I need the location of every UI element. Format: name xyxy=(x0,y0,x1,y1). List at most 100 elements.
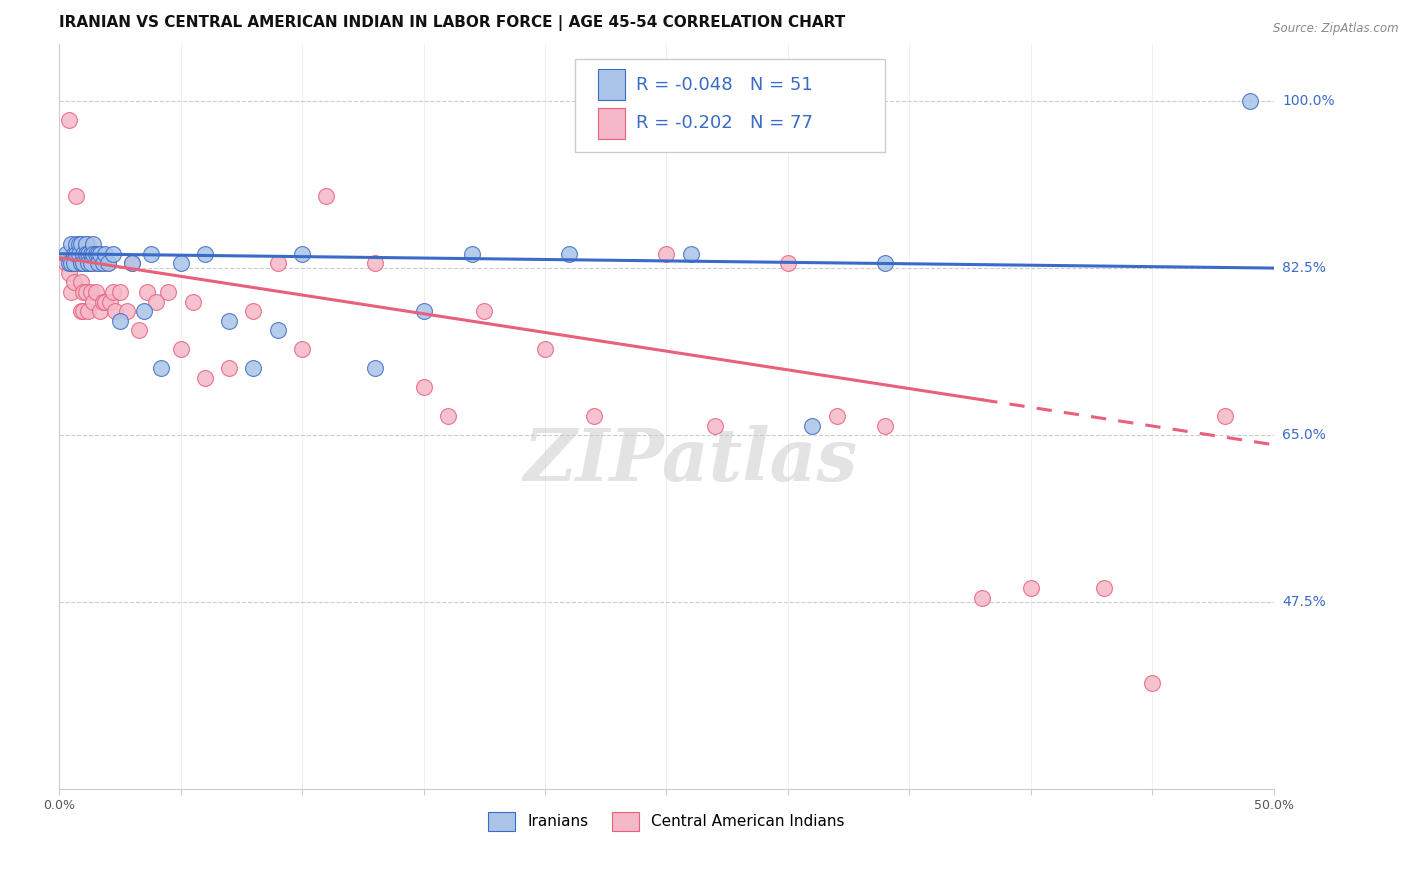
Point xyxy=(875,256,897,270)
Point xyxy=(461,246,484,260)
Point xyxy=(82,246,104,260)
Point xyxy=(194,246,217,260)
Point xyxy=(104,304,127,318)
Point xyxy=(108,285,131,299)
Point xyxy=(77,304,100,318)
Point xyxy=(364,361,387,376)
FancyBboxPatch shape xyxy=(599,69,626,100)
Point xyxy=(62,256,84,270)
Point xyxy=(58,266,80,280)
Point xyxy=(1213,409,1236,423)
Point xyxy=(1019,581,1042,595)
Point xyxy=(77,237,100,252)
Point xyxy=(218,361,240,376)
Point xyxy=(145,294,167,309)
Point xyxy=(1092,581,1115,595)
Point xyxy=(101,285,124,299)
Point xyxy=(60,256,83,270)
Point xyxy=(972,591,994,605)
Point xyxy=(72,246,94,260)
Point xyxy=(364,256,387,270)
Point xyxy=(70,237,93,252)
Text: IRANIAN VS CENTRAL AMERICAN INDIAN IN LABOR FORCE | AGE 45-54 CORRELATION CHART: IRANIAN VS CENTRAL AMERICAN INDIAN IN LA… xyxy=(59,15,845,31)
Point xyxy=(242,304,264,318)
Point xyxy=(72,285,94,299)
Point xyxy=(75,256,97,270)
Point xyxy=(77,256,100,270)
Point xyxy=(67,246,90,260)
Point xyxy=(655,246,678,260)
Point xyxy=(128,323,150,337)
Point xyxy=(55,246,77,260)
Point xyxy=(704,418,727,433)
Point xyxy=(87,246,110,260)
Text: 47.5%: 47.5% xyxy=(1282,595,1326,609)
Point xyxy=(84,246,107,260)
Point xyxy=(80,246,103,260)
Point xyxy=(875,418,897,433)
Point xyxy=(62,256,84,270)
Point xyxy=(97,256,120,270)
Text: Source: ZipAtlas.com: Source: ZipAtlas.com xyxy=(1274,22,1399,36)
Point xyxy=(801,418,824,433)
Point xyxy=(75,246,97,260)
Point xyxy=(91,256,114,270)
Point xyxy=(472,304,495,318)
Point xyxy=(87,246,110,260)
Point xyxy=(115,304,138,318)
Point xyxy=(65,237,87,252)
Text: R = -0.048   N = 51: R = -0.048 N = 51 xyxy=(636,76,813,94)
Point xyxy=(89,246,111,260)
Point xyxy=(97,256,120,270)
Point xyxy=(82,237,104,252)
Point xyxy=(84,285,107,299)
Point xyxy=(825,409,848,423)
Point xyxy=(82,256,104,270)
Point xyxy=(150,361,173,376)
Point xyxy=(75,285,97,299)
Point xyxy=(77,256,100,270)
Point xyxy=(291,246,314,260)
Point xyxy=(242,361,264,376)
Point xyxy=(65,246,87,260)
Point xyxy=(80,256,103,270)
Point xyxy=(412,380,434,394)
Point xyxy=(91,294,114,309)
Point xyxy=(62,276,84,290)
Point xyxy=(70,256,93,270)
Point xyxy=(98,294,121,309)
Point xyxy=(65,189,87,203)
Text: R = -0.202   N = 77: R = -0.202 N = 77 xyxy=(636,114,813,132)
Point xyxy=(72,256,94,270)
Point xyxy=(169,343,191,357)
Point xyxy=(60,237,83,252)
Point xyxy=(65,256,87,270)
Point xyxy=(72,256,94,270)
Point xyxy=(58,256,80,270)
Point xyxy=(70,276,93,290)
Point xyxy=(169,256,191,270)
Point xyxy=(412,304,434,318)
Point xyxy=(67,256,90,270)
Point xyxy=(141,246,163,260)
Point xyxy=(218,313,240,327)
Point xyxy=(181,294,204,309)
Point xyxy=(437,409,460,423)
Point xyxy=(582,409,605,423)
Point xyxy=(267,323,290,337)
Legend: Iranians, Central American Indians: Iranians, Central American Indians xyxy=(482,805,851,837)
Text: 100.0%: 100.0% xyxy=(1282,94,1334,108)
Point xyxy=(80,246,103,260)
Text: ZIPatlas: ZIPatlas xyxy=(523,425,858,496)
Point xyxy=(101,246,124,260)
Point xyxy=(534,343,557,357)
Point xyxy=(121,256,143,270)
Point xyxy=(135,285,157,299)
Point xyxy=(108,313,131,327)
Point xyxy=(89,256,111,270)
Point xyxy=(60,256,83,270)
Point xyxy=(291,343,314,357)
Text: 65.0%: 65.0% xyxy=(1282,428,1326,442)
Point xyxy=(77,246,100,260)
Point xyxy=(84,256,107,270)
